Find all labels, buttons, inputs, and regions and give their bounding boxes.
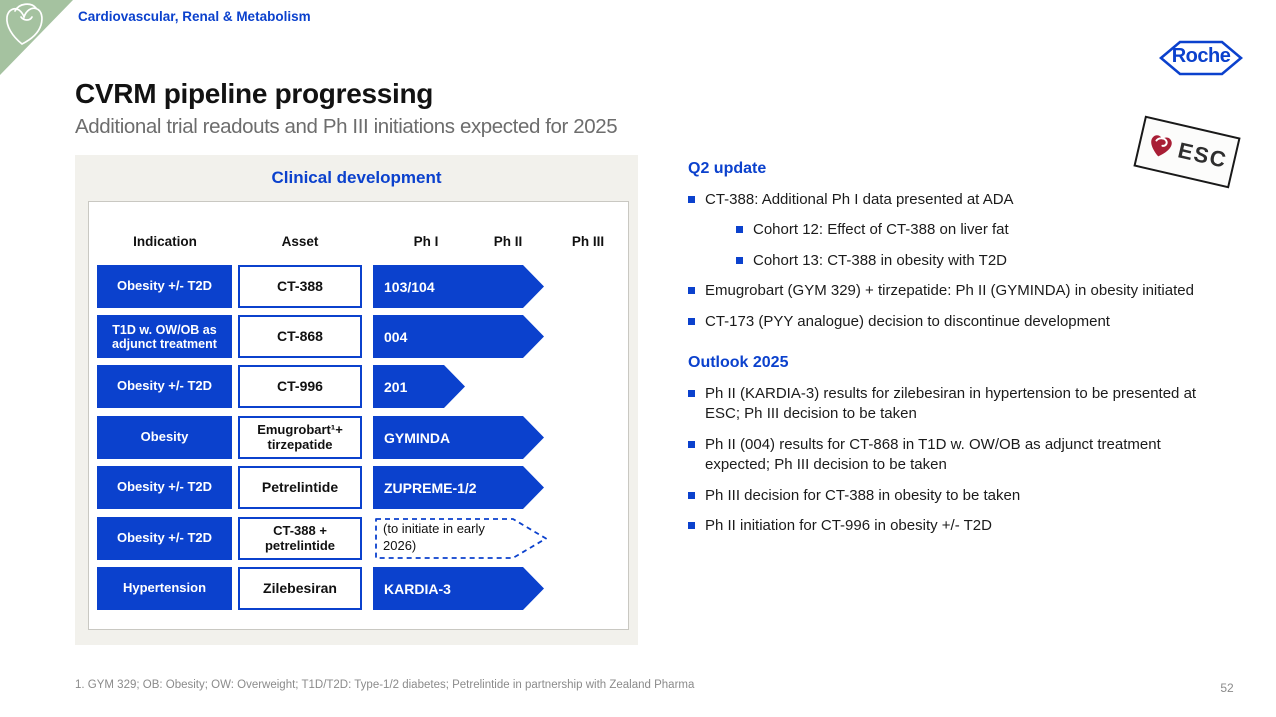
pipeline-row-zilebesiran: Hypertension Zilebesiran KARDIA-3 — [89, 567, 628, 610]
asset-box: CT-388 + petrelintide — [238, 517, 362, 560]
list-item-text: Emugrobart (GYM 329) + tirzepatide: Ph I… — [705, 282, 1194, 300]
heart-outline-icon — [6, 3, 43, 46]
cvrm-corner-decoration — [0, 0, 76, 83]
trial-arrow: 004 — [373, 315, 544, 358]
indication-box: Obesity +/- T2D — [97, 365, 232, 408]
asset-box: Emugrobart¹+ tirzepatide — [238, 416, 362, 459]
bullet-square-icon — [688, 287, 695, 295]
column-header-asset: Asset — [281, 234, 319, 249]
indication-box: Obesity +/- T2D — [97, 517, 232, 560]
pipeline-row-ct388-petrelintide: Obesity +/- T2D CT-388 + petrelintide (t… — [89, 517, 628, 560]
list-item-text: CT-388: Additional Ph I data presented a… — [705, 191, 1014, 208]
trial-arrow: GYMINDA — [373, 416, 544, 459]
list-item: Emugrobart (GYM 329) + tirzepatide: Ph I… — [688, 281, 1202, 301]
pipeline-row-emugrobart: Obesity Emugrobart¹+ tirzepatide GYMINDA — [89, 416, 628, 459]
indication-box: Obesity +/- T2D — [97, 265, 232, 308]
list-item-text: Cohort 12: Effect of CT-388 on liver fat — [753, 221, 1009, 239]
indication-box: T1D w. OW/OB as adjunct treatment — [97, 315, 232, 358]
list-item-text: Ph II initiation for CT-996 in obesity +… — [705, 516, 992, 534]
bullet-square-icon — [736, 226, 743, 234]
asset-box: Zilebesiran — [238, 567, 362, 610]
pipeline-table: Indication Asset Ph I Ph II Ph III Obesi… — [88, 201, 629, 630]
indication-box: Obesity — [97, 416, 232, 459]
q2-update-list: CT-388: Additional Ph I data presented a… — [688, 190, 1202, 332]
esc-stamp: ESC — [1133, 115, 1241, 189]
list-item: Cohort 13: CT-388 in obesity with T2D — [736, 251, 1202, 271]
list-item-text: CT-173 (PYY analogue) decision to discon… — [705, 312, 1110, 330]
pipeline-row-petrelintide: Obesity +/- T2D Petrelintide ZUPREME-1/2 — [89, 466, 628, 509]
panel-title: Clinical development — [271, 168, 442, 187]
roche-logo-text: Roche — [1171, 45, 1231, 67]
bullet-square-icon — [688, 491, 695, 499]
asset-box: CT-388 — [238, 265, 362, 308]
list-item: CT-173 (PYY analogue) decision to discon… — [688, 312, 1202, 332]
page-number: 52 — [1220, 681, 1234, 695]
list-item-text: Ph III decision for CT-388 in obesity to… — [705, 486, 1021, 504]
list-item: Ph II initiation for CT-996 in obesity +… — [688, 516, 1202, 536]
trial-arrow: 103/104 — [373, 265, 544, 308]
clinical-development-panel: Clinical development Indication Asset Ph… — [75, 155, 638, 645]
outlook-heading: Outlook 2025 — [688, 353, 789, 371]
bullet-square-icon — [688, 389, 695, 397]
column-header-ph3: Ph III — [571, 234, 605, 249]
asset-box: CT-868 — [238, 315, 362, 358]
list-item: Cohort 12: Effect of CT-388 on liver fat — [736, 220, 1202, 240]
trial-arrow-planned: (to initiate in early 2026) — [373, 517, 549, 560]
bullet-square-icon — [688, 317, 695, 325]
list-item: Ph II (004) results for CT-868 in T1D w.… — [688, 435, 1202, 476]
pipeline-row-ct868: T1D w. OW/OB as adjunct treatment CT-868… — [89, 315, 628, 358]
trial-arrow: KARDIA-3 — [373, 567, 544, 610]
roche-logo: Roche — [1158, 39, 1244, 77]
dashed-arrow-outline — [375, 518, 547, 559]
column-header-ph1: Ph I — [413, 234, 439, 249]
eyebrow-category: Cardiovascular, Renal & Metabolism — [78, 9, 311, 24]
pipeline-row-ct996: Obesity +/- T2D CT-996 201 — [89, 365, 628, 408]
trial-arrow: 201 — [373, 365, 465, 408]
roche-hexagon-icon — [1158, 40, 1244, 76]
outlook-list: Ph II (KARDIA-3) results for zilebesiran… — [688, 384, 1202, 536]
bullet-square-icon — [736, 256, 743, 264]
asset-box: Petrelintide — [238, 466, 362, 509]
asset-box: CT-996 — [238, 365, 362, 408]
list-item: Ph II (KARDIA-3) results for zilebesiran… — [688, 384, 1202, 425]
updates-column: Q2 update CT-388: Additional Ph I data p… — [688, 160, 1202, 546]
pipeline-row-ct388: Obesity +/- T2D CT-388 103/104 — [89, 265, 628, 308]
list-item: CT-388: Additional Ph I data presented a… — [688, 190, 1202, 210]
list-item-text: Ph II (004) results for CT-868 in T1D w.… — [705, 435, 1161, 474]
page-title: CVRM pipeline progressing — [75, 78, 434, 109]
list-item: Ph III decision for CT-388 in obesity to… — [688, 486, 1202, 506]
list-item-text: Cohort 13: CT-388 in obesity with T2D — [753, 251, 1008, 269]
bullet-square-icon — [688, 196, 695, 203]
column-header-indication: Indication — [133, 234, 197, 249]
green-triangle — [0, 0, 73, 75]
page-subtitle: Additional trial readouts and Ph III ini… — [75, 115, 618, 138]
indication-box: Obesity +/- T2D — [97, 466, 232, 509]
trial-arrow: ZUPREME-1/2 — [373, 466, 544, 509]
planned-trial-label: (to initiate in early 2026) — [383, 521, 485, 553]
column-header-ph2: Ph II — [493, 234, 523, 249]
list-item-text: Ph II (KARDIA-3) results for zilebesiran… — [705, 384, 1197, 423]
bullet-square-icon — [688, 521, 695, 529]
q2-update-heading: Q2 update — [688, 160, 767, 177]
esc-heart-icon — [1151, 135, 1172, 157]
indication-box: Hypertension — [97, 567, 232, 610]
footnote: 1. GYM 329; OB: Obesity; OW: Overweight;… — [75, 679, 695, 691]
bullet-square-icon — [688, 440, 695, 448]
